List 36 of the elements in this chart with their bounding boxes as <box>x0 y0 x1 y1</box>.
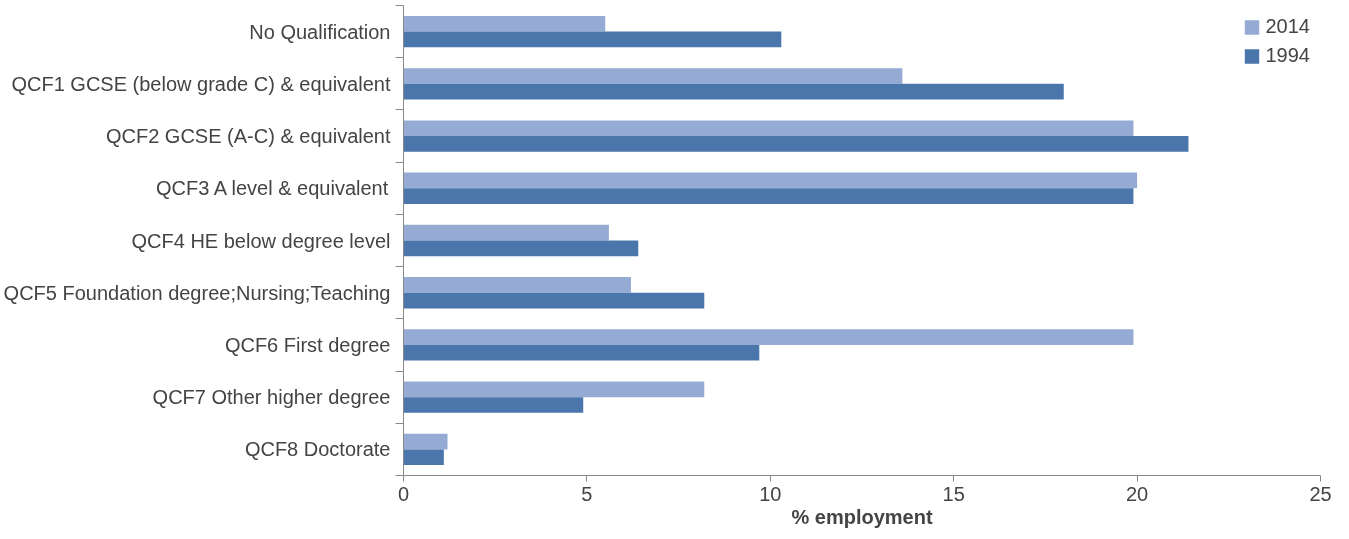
bar <box>403 381 705 398</box>
bar <box>403 449 444 466</box>
bar <box>403 188 1134 204</box>
bar <box>403 277 631 293</box>
bar <box>403 83 1064 100</box>
x-tick-label: 0 <box>397 482 410 505</box>
x-tick-label: 20 <box>1125 482 1149 505</box>
bar <box>403 329 1134 345</box>
bar <box>403 15 606 32</box>
y-tick-label: QCF2 GCSE (A-C) & equivalent <box>105 125 391 148</box>
bar <box>403 224 609 241</box>
x-tick-label: 15 <box>942 482 965 505</box>
y-tick-label: QCF7 Other higher degree <box>152 386 391 409</box>
y-tick-label: QCF4 HE below degree level <box>131 229 391 252</box>
bar <box>403 240 639 257</box>
bar <box>403 136 1189 152</box>
legend-label: 2014 <box>1265 15 1310 38</box>
y-tick-label: QCF3 A level & equivalent <box>155 177 389 200</box>
y-tick-label: QCF6 First degree <box>224 333 391 356</box>
bar <box>403 31 782 48</box>
bar <box>403 120 1134 137</box>
x-tick-label: 5 <box>581 482 593 505</box>
y-tick-label: QCF1 GCSE (below grade C) & equivalent <box>11 72 391 95</box>
bar <box>403 68 903 84</box>
legend-label: 1994 <box>1265 44 1310 67</box>
bar <box>403 172 1138 189</box>
y-tick-label: QCF5 Foundation degree;Nursing;Teaching <box>3 281 391 304</box>
x-tick-label: 10 <box>759 482 782 505</box>
bar <box>403 344 760 361</box>
bar <box>403 397 584 413</box>
x-axis-title: % employment <box>791 505 933 528</box>
bar <box>403 433 448 450</box>
x-tick-label: 25 <box>1309 482 1332 505</box>
y-tick-label: QCF8 Doctorate <box>244 438 391 461</box>
y-tick-label: No Qualification <box>249 20 391 43</box>
bar <box>403 292 705 309</box>
